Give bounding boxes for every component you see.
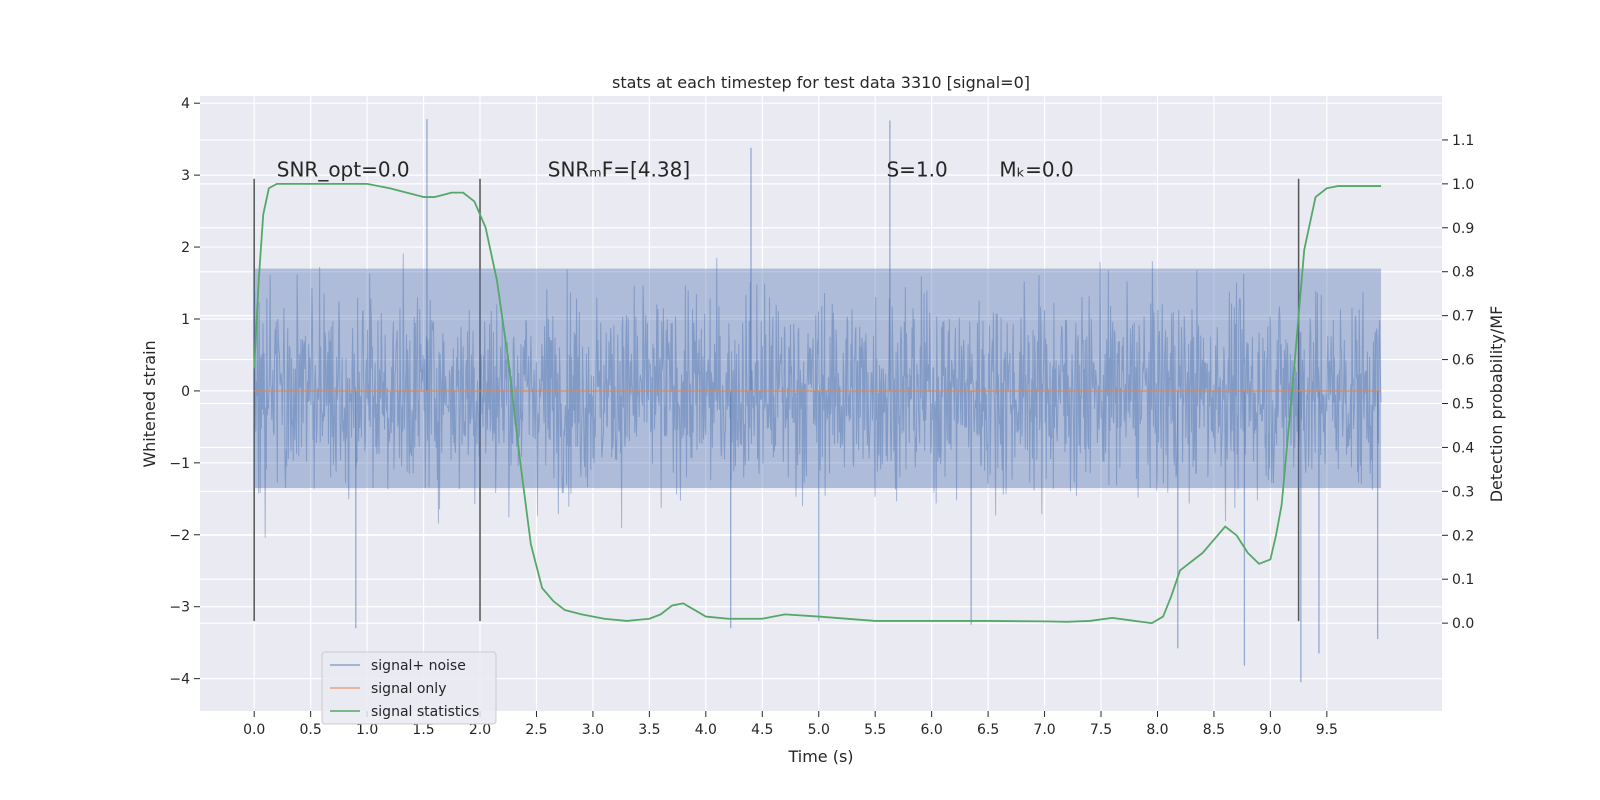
x-tick-label: 8.0 (1146, 722, 1168, 738)
x-tick-label: 4.0 (695, 722, 717, 738)
y-tick-label: −4 (169, 672, 190, 688)
annotation-snr-opt: SNR_opt=0.0 (277, 158, 410, 182)
y-right-tick-label: 0.2 (1452, 528, 1474, 544)
legend-box (321, 651, 497, 725)
legend: signal+ noise signal only signal statist… (321, 651, 497, 725)
x-tick-label: 3.0 (582, 722, 604, 738)
annotations: SNR_opt=0.0 SNRₘF=[4.38] S=1.0 Mₖ=0.0 (277, 158, 1074, 182)
y-axis-label: Whitened strain (140, 340, 159, 467)
x-tick-label: 1.0 (356, 722, 378, 738)
y-right-tick-label: 0.4 (1452, 440, 1474, 456)
y-right-tick-label: 1.1 (1452, 133, 1474, 149)
x-tick-label: 6.0 (921, 722, 943, 738)
x-tick-label: 0.0 (243, 722, 265, 738)
y-right-tick-label: 0.1 (1452, 572, 1474, 588)
y-tick-label: 0 (181, 384, 190, 400)
chart-title: stats at each timestep for test data 331… (612, 73, 1030, 92)
y-tick-label: −1 (169, 456, 190, 472)
legend-label-signal: signal only (371, 681, 446, 697)
x-tick-label: 2.5 (525, 722, 547, 738)
noise-trace (253, 253, 1382, 538)
annotation-s-value: S=1.0 (886, 158, 947, 182)
x-tick-label: 4.5 (751, 722, 773, 738)
x-tick-label: 1.5 (412, 722, 434, 738)
y-tick-label: 1 (181, 312, 190, 328)
x-tick-label: 7.0 (1033, 722, 1055, 738)
x-tick-label: 9.0 (1259, 722, 1281, 738)
axis-ticks: 0.0 0.5 1.0 1.5 2.0 2.5 3.0 3.5 4.0 4.5 5.0 5.5 6.0 6… (169, 96, 1474, 738)
y-right-tick-label: 0.5 (1452, 397, 1474, 413)
y-tick-label: −2 (169, 528, 190, 544)
y-tick-label: −3 (169, 600, 190, 616)
y-right-axis-label: Detection probability/MF (1487, 306, 1506, 503)
x-tick-label: 5.5 (864, 722, 886, 738)
y-tick-label: 2 (181, 240, 190, 256)
x-tick-label: 7.5 (1090, 722, 1112, 738)
annotation-snr-mf: SNRₘF=[4.38] (548, 158, 690, 182)
legend-label-noise: signal+ noise (371, 658, 466, 674)
noise-core-band (254, 268, 1382, 489)
y-right-tick-label: 0.6 (1452, 353, 1474, 369)
x-tick-label: 9.5 (1316, 722, 1338, 738)
annotation-mc-value: Mₖ=0.0 (999, 158, 1073, 182)
stats-series (253, 182, 1382, 625)
y-tick-label: 4 (181, 96, 190, 112)
y-tick-label: 3 (181, 168, 190, 184)
y-right-tick-label: 1.0 (1452, 177, 1474, 193)
x-tick-label: 5.0 (808, 722, 830, 738)
noise-series (253, 119, 1382, 683)
y-right-tick-label: 0.9 (1452, 221, 1474, 237)
y-right-tick-label: 0.8 (1452, 265, 1474, 281)
vertical-markers (253, 178, 1300, 622)
x-tick-label: 0.5 (300, 722, 322, 738)
x-tick-label: 3.5 (638, 722, 660, 738)
y-right-tick-label: 0.0 (1452, 616, 1474, 632)
x-axis-label: Time (s) (787, 747, 853, 766)
y-right-tick-label: 0.3 (1452, 484, 1474, 500)
legend-label-stats: signal statistics (371, 704, 479, 720)
stats-line (253, 182, 1382, 625)
x-tick-label: 6.5 (977, 722, 999, 738)
y-right-tick-label: 0.7 (1452, 309, 1474, 325)
x-tick-label: 8.5 (1203, 722, 1225, 738)
x-tick-label: 2.0 (469, 722, 491, 738)
